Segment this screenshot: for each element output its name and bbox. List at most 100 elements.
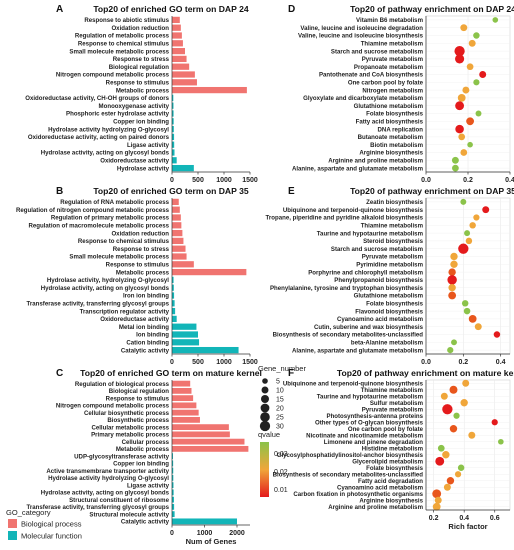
- category-label: Other types of O-glycan biosynthesis: [315, 419, 424, 426]
- category-label: Porphyrine and chlorophyll metabolism: [308, 269, 423, 276]
- category-label: Glutathione metabolism: [354, 293, 424, 300]
- category-label: Arginine biosynthesis: [359, 497, 423, 504]
- bar: [172, 518, 237, 525]
- bar: [172, 206, 180, 213]
- x-tick-label: 0: [170, 359, 174, 366]
- scatter-point: [473, 79, 480, 86]
- qvalue-tick-label: 0.01: [274, 487, 288, 494]
- category-label: Regulation of biological process: [75, 381, 170, 388]
- category-label: Oxidation reduction: [111, 25, 169, 32]
- go-category-legend-title: GO_category: [6, 508, 51, 517]
- bar: [172, 511, 175, 518]
- bar: [172, 276, 174, 284]
- bar: [172, 164, 194, 172]
- category-label: Metabolic process: [116, 87, 170, 94]
- qvalue-colorbar: [260, 442, 269, 497]
- category-label: Valine, leucine and isoleucine biosynthe…: [298, 33, 424, 40]
- scatter-point: [466, 117, 474, 126]
- scatter-point: [443, 483, 451, 491]
- category-label: Biotin metabolism: [370, 142, 423, 149]
- scatter-point: [455, 54, 465, 64]
- scatter-point: [460, 399, 468, 407]
- category-label: Metal ion binding: [119, 324, 169, 331]
- scatter-point: [461, 300, 469, 307]
- x-tick-label: 0.4: [505, 177, 514, 184]
- scatter-point: [450, 252, 458, 261]
- category-label: Cellular biosynthetic process: [84, 410, 170, 417]
- category-label: Biosynthesis of secondary metabolites-un…: [273, 332, 424, 339]
- x-tick-label: 500: [192, 359, 204, 366]
- legend-label-biological-process: Biological process: [21, 520, 82, 529]
- category-label: Histidine metabolism: [362, 445, 424, 452]
- scatter-point: [473, 214, 480, 221]
- category-label: Ligase activity: [127, 142, 170, 149]
- chart-title: Top20 of pathway enrichment on DAP 35: [350, 186, 514, 196]
- category-label: Folate biosynthesis: [366, 111, 423, 118]
- bar: [172, 157, 177, 164]
- category-label: Cyanoamino acid metabolism: [337, 316, 424, 323]
- bar: [172, 222, 182, 229]
- bar: [172, 245, 186, 252]
- category-label: Oxidoreductase activity, CH-OH groups of…: [25, 95, 169, 102]
- bar: [172, 125, 174, 133]
- bar: [172, 237, 184, 245]
- category-label: Transferase activity, transferring glyco…: [27, 504, 170, 511]
- legend-label-molecular-function: Molecular function: [21, 532, 82, 541]
- category-label: Glycosylphosphatidylinositol-anchor bios…: [277, 452, 424, 459]
- category-label: Metabolic process: [116, 269, 170, 276]
- panel-a: A Top20 of enriched GO term on DAP 24 Resp…: [25, 4, 258, 184]
- chart-title: Top20 of enriched GO term on DAP 35: [93, 186, 249, 196]
- scatter-point: [492, 17, 499, 23]
- category-label: Alanine, aspartate and glutamate metabol…: [292, 165, 424, 172]
- x-tick-label: 0.0: [421, 177, 431, 184]
- scatter-point: [468, 431, 476, 439]
- gene-number-legend-dot: [260, 403, 270, 413]
- bar: [172, 431, 230, 438]
- category-label: Phenylpropanoid biosynthesis: [334, 277, 423, 284]
- bar: [172, 40, 183, 47]
- category-label: Hydrolase activity hydrolyzing O-glycosy…: [48, 126, 169, 133]
- bar: [172, 94, 174, 102]
- bar: [172, 133, 175, 141]
- category-label: Response to chemical stimulus: [78, 238, 170, 245]
- category-label: Transferase activity, transferring glyco…: [27, 301, 170, 308]
- scatter-point: [454, 45, 465, 57]
- panel-letter: E: [288, 186, 295, 197]
- bar: [172, 307, 176, 315]
- panel-letter: B: [56, 186, 63, 197]
- gene-number-legend: Gene_number 5 10 15 20 25 30: [258, 364, 306, 432]
- bar: [172, 284, 174, 291]
- category-label: Oxidoreductase activity: [100, 158, 169, 165]
- category-label: Hydrolase activity, acting on glycosyl b…: [41, 150, 170, 157]
- bar: [172, 86, 247, 94]
- x-tick-label: 500: [192, 177, 204, 184]
- bar: [172, 253, 187, 260]
- category-label: Regulation of primary metabolic process: [51, 215, 170, 222]
- x-tick-label: 2000: [229, 530, 245, 537]
- bar: [172, 503, 175, 510]
- category-label: Arginine and proline metabolism: [328, 158, 423, 165]
- category-label: Copper ion binding: [113, 119, 169, 126]
- scatter-point: [446, 477, 455, 485]
- panel-letter: D: [288, 4, 295, 15]
- bar: [172, 339, 200, 346]
- x-axis-label: Rich factor: [448, 522, 487, 531]
- category-label: Response to chemical stimulus: [78, 41, 170, 48]
- gene-number-legend-dot: [262, 378, 268, 384]
- category-label: Active transmembrane transporter activit…: [46, 468, 169, 475]
- category-label: Nicotinate and nicotinamide metabolism: [306, 432, 423, 439]
- panel-d: D Top20 of pathway enrichment on DAP 24 Vi…: [288, 4, 514, 184]
- category-label: Structural molecule activity: [89, 511, 169, 518]
- scatter-point: [442, 404, 453, 415]
- scatter-point: [451, 156, 459, 164]
- category-label: Pantothenate and CoA biosynthesis: [319, 72, 424, 79]
- category-label: Fatty acid biosynthesis: [356, 119, 424, 126]
- bar: [172, 261, 194, 268]
- category-label: Regulation of metabolic process: [75, 33, 170, 40]
- category-label: Zeatin biosynthesis: [366, 199, 423, 206]
- gene-number-legend-dot: [259, 420, 271, 432]
- scatter-point: [457, 464, 465, 471]
- bar: [172, 102, 174, 109]
- scatter-point: [458, 133, 466, 141]
